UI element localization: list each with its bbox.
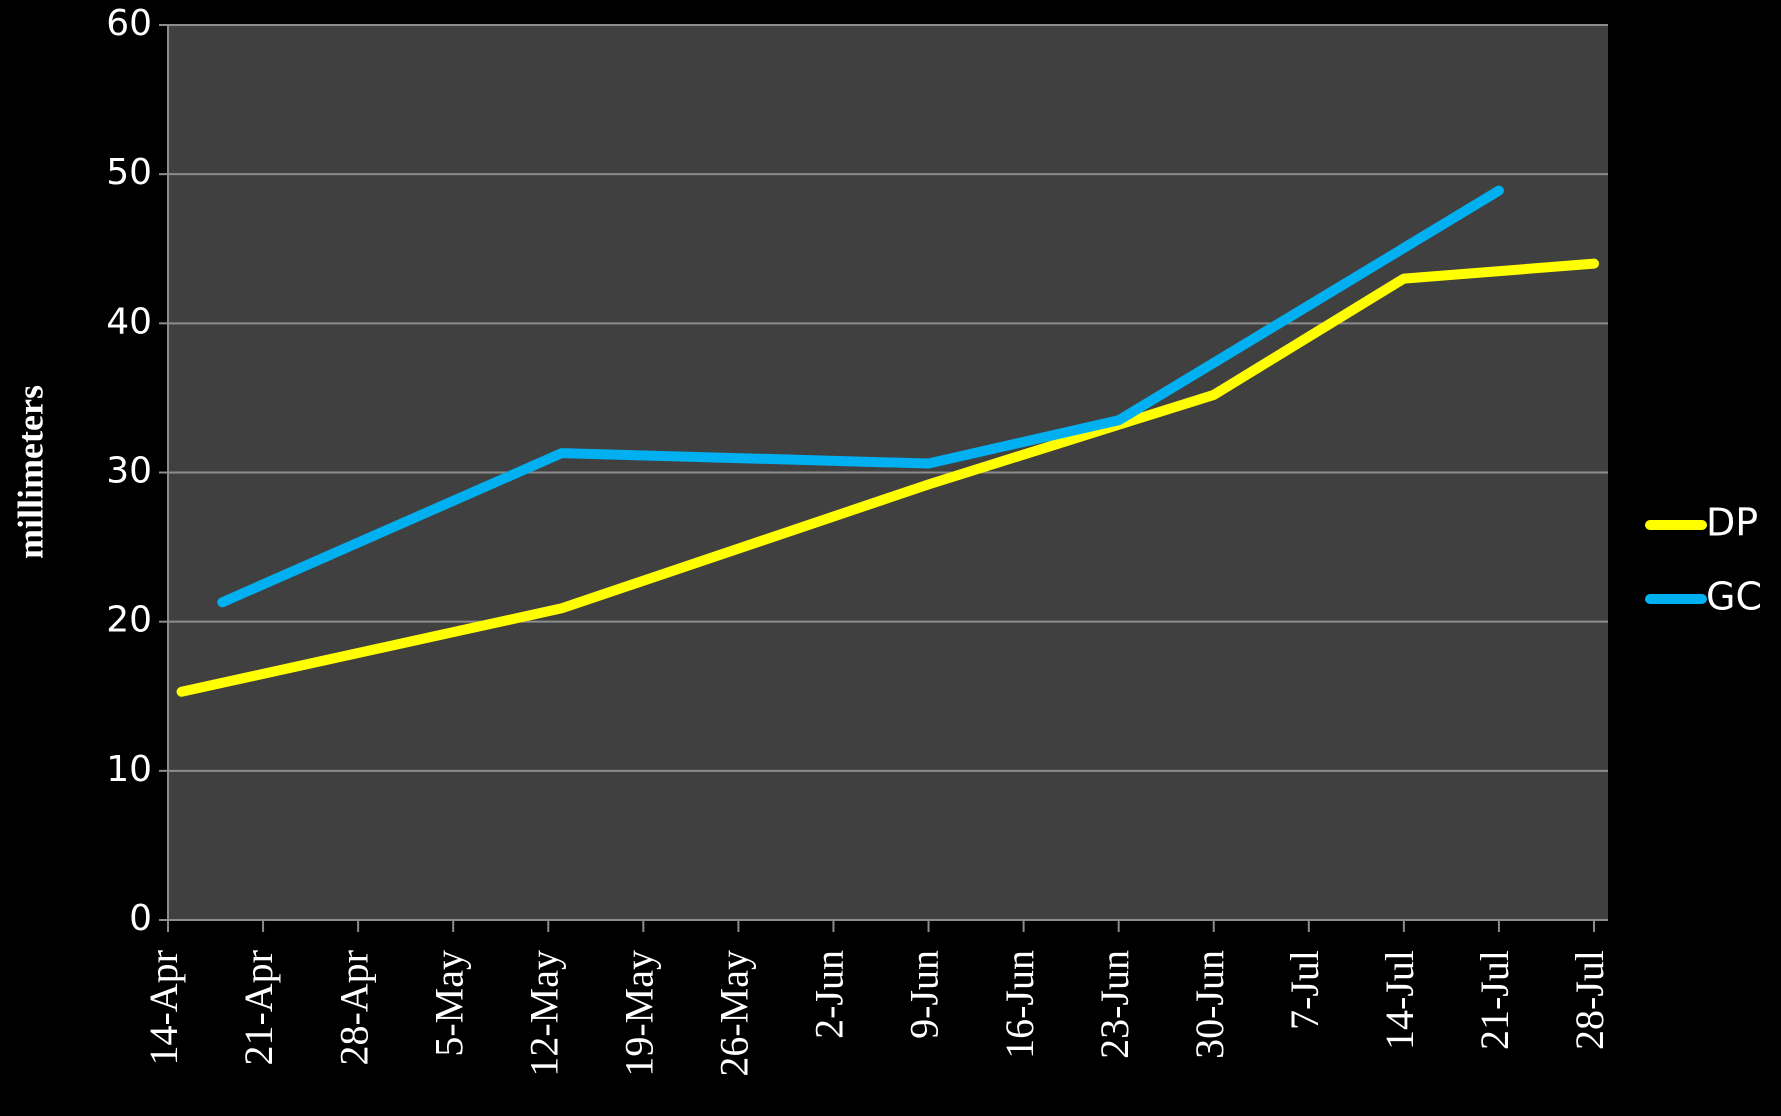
y-axis-label: millimeters [10, 385, 50, 559]
x-tick-label: 14-Apr [141, 950, 186, 1066]
x-tick-label: 26-May [712, 950, 757, 1077]
legend-label: GC [1706, 575, 1762, 619]
x-tick-label: 21-Apr [236, 950, 281, 1066]
x-tick-label: 30-Jun [1187, 950, 1232, 1059]
x-tick-label: 16-Jun [997, 950, 1042, 1059]
x-tick-label: 28-Apr [331, 950, 376, 1066]
x-tick-label: 2-Jun [807, 950, 852, 1039]
x-tick-label: 14-Jul [1377, 950, 1422, 1050]
y-tick-label: 60 [106, 3, 152, 44]
x-tick-label: 21-Jul [1472, 950, 1517, 1050]
series-line [217, 185, 1504, 608]
legend-label: DP [1706, 501, 1758, 545]
x-tick-label: 28-Jul [1567, 950, 1612, 1050]
x-tick-label: 23-Jun [1092, 950, 1137, 1059]
x-tick-label: 12-May [521, 950, 566, 1077]
x-tick-label: 5-May [426, 950, 471, 1057]
y-tick-label: 30 [106, 451, 152, 492]
y-tick-label: 10 [106, 749, 152, 790]
x-tick-label: 19-May [617, 950, 662, 1077]
y-tick-label: 0 [129, 898, 152, 939]
y-tick-label: 40 [106, 301, 152, 342]
y-tick-label: 50 [106, 152, 152, 193]
y-tick-label: 20 [106, 600, 152, 641]
x-tick-label: 9-Jun [902, 950, 947, 1039]
x-tick-label: 7-Jul [1282, 950, 1327, 1030]
